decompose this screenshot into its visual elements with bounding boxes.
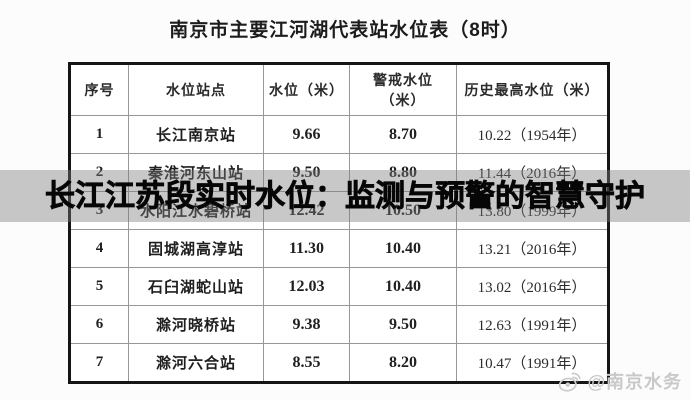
table-body: 1 长江南京站 9.66 8.70 10.22（1954年） 2 秦淮河东山站 … <box>69 115 609 383</box>
cell-historic-max: 13.21（2016年） <box>456 229 609 268</box>
cell-warning-level: 10.50 <box>349 191 457 230</box>
cell-historic-max: 13.80（1999年） <box>456 191 609 230</box>
watermark-label: @南京水务 <box>587 372 682 392</box>
cell-station-name: 石臼湖蛇山站 <box>128 267 264 306</box>
watermark: @南京水务 <box>557 368 682 394</box>
cell-water-level: 8.55 <box>263 343 350 383</box>
cell-station-name: 水阳江水碧桥站 <box>128 191 264 230</box>
table-row: 7 滁河六合站 8.55 8.20 10.47（1991年） <box>69 343 609 383</box>
cell-station-name: 长江南京站 <box>128 115 264 154</box>
table-row: 6 滁河晓桥站 9.38 9.50 12.63（1991年） <box>69 305 609 344</box>
cell-station-name: 滁河六合站 <box>128 343 264 383</box>
page-title: 南京市主要江河湖代表站水位表（8时） <box>169 20 521 41</box>
cell-warning-level: 8.20 <box>349 343 457 383</box>
cell-warning-level: 9.50 <box>349 305 457 344</box>
column-header-warning-level: 警戒水位 （米） <box>349 63 457 116</box>
cell-warning-level: 8.70 <box>349 115 457 154</box>
cell-warning-level: 10.40 <box>349 267 457 306</box>
cell-station-name: 滁河晓桥站 <box>128 305 264 344</box>
table-row: 2 秦淮河东山站 9.50 8.80 11.44（2016年） <box>69 153 609 192</box>
table-row: 3 水阳江水碧桥站 12.42 10.50 13.80（1999年） <box>69 191 609 230</box>
cell-historic-max: 10.47（1991年） <box>456 343 609 383</box>
headline-banner-overlay <box>0 170 690 222</box>
cell-index: 5 <box>69 267 129 306</box>
cell-station-name: 固城湖高淳站 <box>128 229 264 268</box>
column-header-station: 水位站点 <box>128 63 264 116</box>
cell-index: 7 <box>69 343 129 383</box>
cell-historic-max: 13.02（2016年） <box>456 267 609 306</box>
column-header-level: 水位（米） <box>263 63 350 116</box>
cell-index: 1 <box>69 115 129 154</box>
cell-water-level: 9.38 <box>263 305 350 344</box>
cell-historic-max: 10.22（1954年） <box>456 115 609 154</box>
cell-water-level: 12.03 <box>263 267 350 306</box>
table-row: 4 固城湖高淳站 11.30 10.40 13.21（2016年） <box>69 229 609 268</box>
cell-index: 2 <box>69 153 129 192</box>
cell-historic-max: 12.63（1991年） <box>456 305 609 344</box>
cell-index: 4 <box>69 229 129 268</box>
column-header-index: 序号 <box>69 63 129 116</box>
table-header: 序号 水位站点 水位（米） 警戒水位 （米） 历史最高水位（米） <box>69 63 609 116</box>
weibo-icon <box>557 368 583 394</box>
cell-index: 3 <box>69 191 129 230</box>
headline-text: 长江江苏段实时水位：监测与预警的智慧守护 <box>45 180 646 214</box>
cell-water-level: 12.42 <box>263 191 350 230</box>
column-header-historic-max: 历史最高水位（米） <box>456 63 609 116</box>
cell-warning-level: 10.40 <box>349 229 457 268</box>
table-row: 5 石臼湖蛇山站 12.03 10.40 13.02（2016年） <box>69 267 609 306</box>
cell-water-level: 11.30 <box>263 229 350 268</box>
cell-index: 6 <box>69 305 129 344</box>
cell-water-level: 9.66 <box>263 115 350 154</box>
cell-historic-max: 11.44（2016年） <box>456 153 609 192</box>
water-level-table: 序号 水位站点 水位（米） 警戒水位 （米） 历史最高水位（米） 1 长江南京站… <box>68 62 610 384</box>
table-row: 1 长江南京站 9.66 8.70 10.22（1954年） <box>69 115 609 154</box>
